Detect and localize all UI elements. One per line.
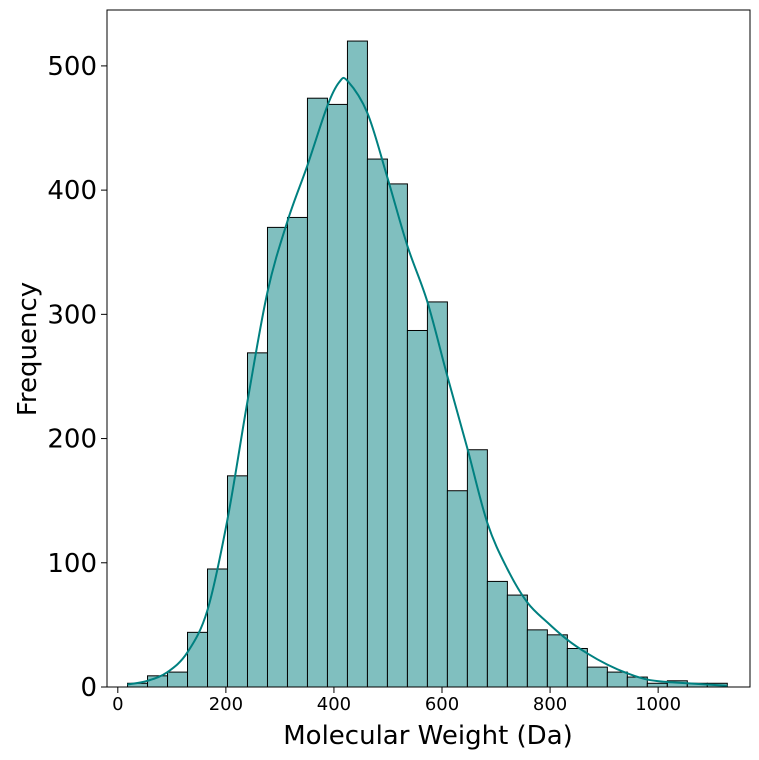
histogram-bar-14 — [406, 329, 428, 688]
x-tick-label: 800 — [533, 694, 567, 715]
histogram-bar-12 — [366, 158, 388, 688]
plot-frame — [106, 9, 751, 688]
histogram-bar-8 — [286, 216, 308, 688]
y-tick-label: 0 — [80, 673, 97, 703]
x-tick-label: 600 — [425, 694, 459, 715]
histogram-bar-2 — [167, 671, 189, 688]
histogram-bar-20 — [526, 629, 548, 688]
x-tick-label: 1000 — [635, 694, 681, 715]
histogram-bar-13 — [386, 183, 408, 688]
histogram-bar-19 — [506, 594, 528, 688]
histogram-bar-4 — [207, 568, 228, 688]
histogram-bar-24 — [606, 671, 628, 688]
y-tick-label: 100 — [47, 549, 97, 579]
histogram-bar-10 — [326, 103, 348, 688]
histogram-bar-3 — [187, 631, 208, 688]
y-tick-label: 300 — [47, 300, 97, 330]
histogram-bar-15 — [426, 301, 448, 688]
histogram-bar-11 — [346, 40, 368, 688]
y-tick-label: 500 — [47, 52, 97, 82]
x-tick-label: 0 — [112, 694, 123, 715]
histogram-bar-21 — [546, 634, 568, 688]
histogram-bar-22 — [566, 647, 588, 688]
x-axis-ticks: 0 200 400 600 800 1000 — [112, 687, 681, 715]
kde-curve — [127, 76, 728, 687]
histogram-bar-16 — [446, 490, 468, 688]
y-tick-label: 400 — [47, 176, 97, 206]
histogram-bar-23 — [586, 666, 608, 688]
histogram-bar-7 — [266, 226, 288, 688]
y-axis-ticks: 0 100 200 300 400 500 — [47, 52, 107, 703]
histogram-bar-6 — [246, 352, 268, 688]
x-axis-label: Molecular Weight (Da) — [283, 721, 573, 751]
histogram-bar-18 — [486, 580, 508, 688]
histogram-bars — [127, 40, 728, 688]
histogram-bar-9 — [306, 97, 328, 688]
x-tick-label: 400 — [317, 694, 351, 715]
x-tick-label: 200 — [209, 694, 243, 715]
y-axis-label: Frequency — [13, 282, 43, 416]
histogram-bar-26 — [646, 682, 668, 688]
y-tick-label: 200 — [47, 425, 97, 455]
